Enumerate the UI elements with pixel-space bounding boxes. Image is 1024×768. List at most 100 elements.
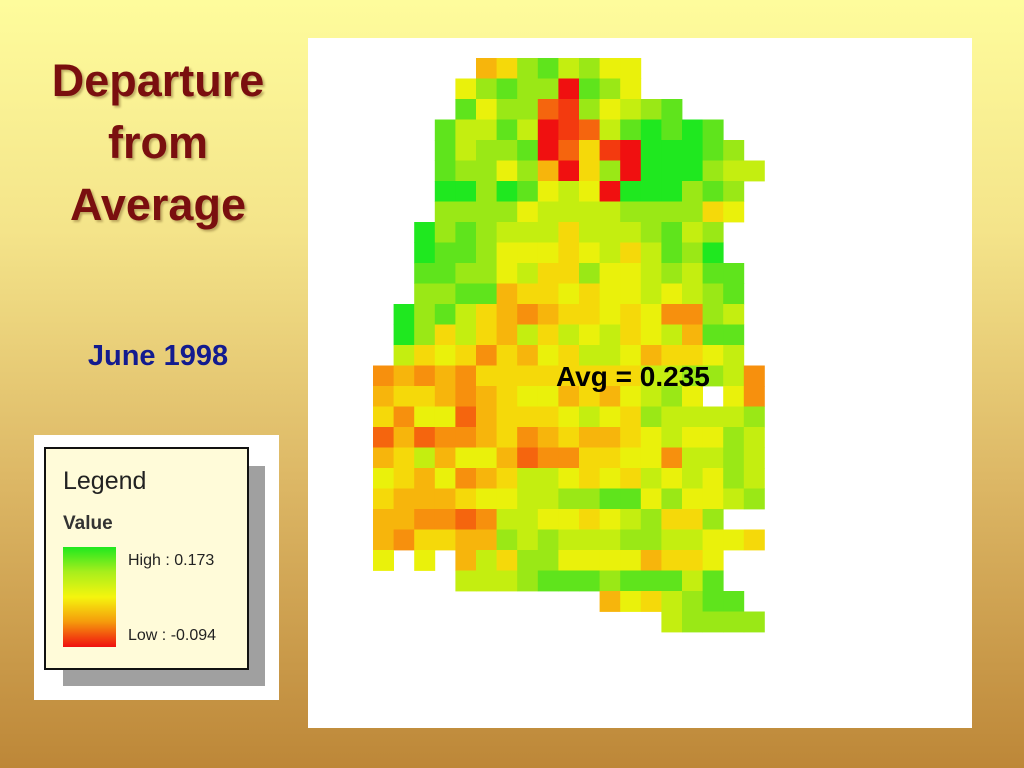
map-cell [455,550,477,571]
map-cell [682,550,703,571]
map-cell [702,181,724,202]
map-cell [620,365,642,387]
map-cell [414,365,436,387]
map-cell [579,58,600,79]
map-cell [558,550,580,571]
map-cell [393,427,415,448]
map-cell [723,283,745,305]
map-cell [393,509,415,530]
map-cell [476,488,497,510]
map-cell [393,386,415,407]
map-cell [517,427,539,448]
map-cell [434,406,456,428]
map-cell [434,427,456,448]
map-panel: Avg = 0.235 [308,38,972,728]
map-cell [640,365,662,387]
map-cell [599,406,621,428]
map-cell [620,488,642,510]
map-cell [723,181,745,202]
map-cell [599,345,621,366]
map-cell [373,509,394,530]
map-cell [661,222,683,243]
map-cell [620,324,642,346]
map-cell [558,119,580,141]
map-cell [537,550,559,571]
map-cell [599,222,621,243]
map-cell [579,509,600,530]
map-cell [393,468,415,489]
map-cell [476,468,497,489]
map-cell [455,324,477,346]
map-cell [517,242,539,264]
map-cell [496,550,518,571]
map-cell [743,386,765,407]
map-cell [558,509,580,530]
map-cell [455,99,477,120]
map-cell [661,591,683,612]
map-cell [537,324,559,346]
map-cell [579,140,600,161]
map-cell [661,509,683,530]
map-cell [661,529,683,551]
map-cell [537,468,559,489]
map-cell [702,242,724,264]
map-cell [537,99,559,120]
map-cell [434,468,456,489]
map-cell [661,324,683,346]
map-cell [517,78,539,100]
map-cell [620,570,642,592]
map-cell [393,488,415,510]
map-cell [496,99,518,120]
map-cell [537,365,559,387]
map-cell [373,427,394,448]
map-cell [517,386,539,407]
map-cell [640,283,662,305]
map-cell [743,468,765,489]
map-cell [558,406,580,428]
map-cell [496,263,518,284]
map-cell [599,140,621,161]
legend-title: Legend [63,467,147,495]
map-cell [476,263,497,284]
map-cell [558,181,580,202]
legend-low-label: Low : -0.094 [128,627,217,644]
map-cell [476,365,497,387]
map-cell [455,201,477,223]
map-cell [517,201,539,223]
map-cell [537,304,559,325]
map-cell [661,160,683,182]
map-cell [558,201,580,223]
map-cell [640,386,662,407]
map-cell [496,488,518,510]
map-cell [496,406,518,428]
map-cell [476,119,497,141]
map-cell [579,263,600,284]
map-cell [537,283,559,305]
map-cell [476,550,497,571]
map-cell [434,324,456,346]
map-cell [599,324,621,346]
map-cell [434,386,456,407]
map-cell [455,386,477,407]
map-cell [579,386,600,407]
map-cell [414,488,436,510]
map-cell [743,447,765,469]
map-cell [702,201,724,223]
map-cell [496,58,518,79]
map-cell [496,324,518,346]
map-cell [414,345,436,366]
map-cell [558,263,580,284]
map-cell [723,447,745,469]
map-cell [640,324,662,346]
map-cell [599,365,621,387]
map-cell [558,529,580,551]
map-cell [682,427,703,448]
map-cell [599,591,621,612]
map-cell [620,345,642,366]
map-cell [517,529,539,551]
map-cell [558,488,580,510]
map-cell [702,611,724,633]
map-cell [723,386,745,407]
map-cell [558,365,580,387]
map-cell [579,345,600,366]
